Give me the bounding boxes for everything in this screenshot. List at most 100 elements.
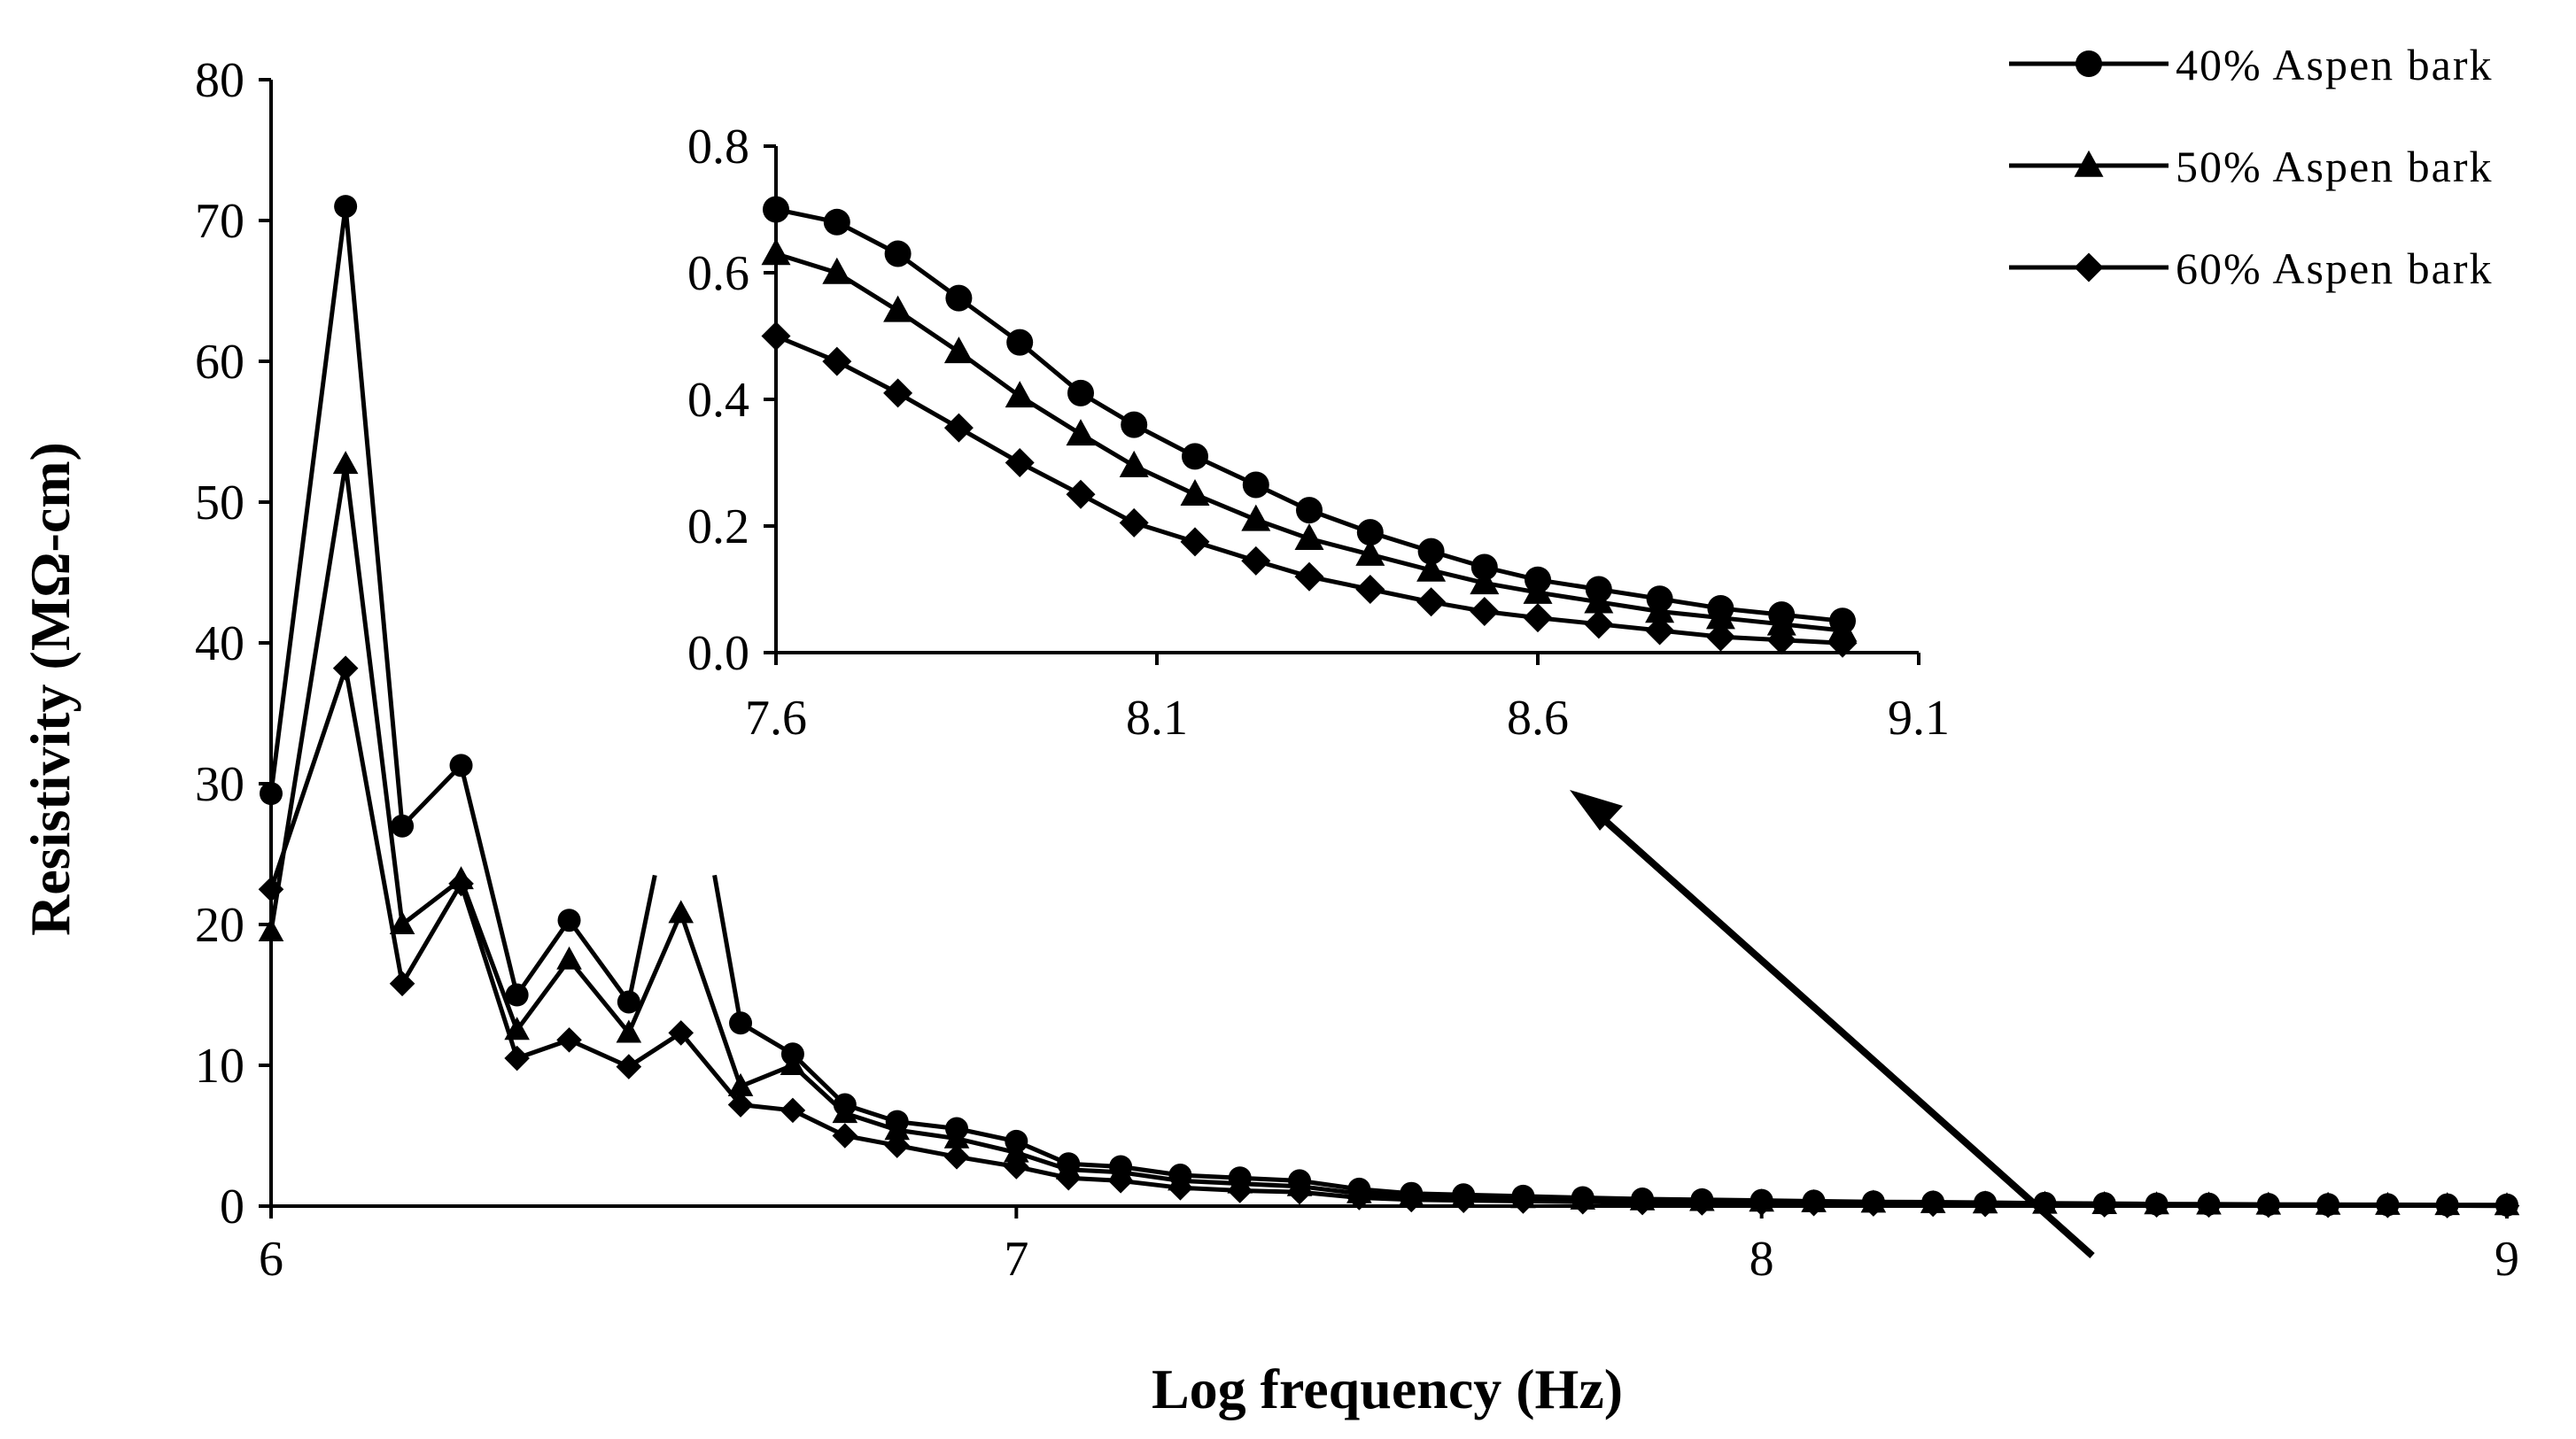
main-data-point: [1004, 1139, 1029, 1163]
main-data-point: [556, 946, 582, 970]
inset-data-point: [1584, 609, 1614, 639]
main-data-point: [668, 1020, 694, 1046]
main-series-spike-right: [712, 874, 743, 1024]
main-data-point: [2375, 1193, 2401, 1219]
main-data-point: [389, 911, 415, 935]
main-x-tick-label: 8: [1750, 1232, 1774, 1287]
main-series-line: [268, 461, 2508, 1208]
inset-data-point: [1294, 561, 1324, 592]
main-data-point: [943, 1144, 970, 1170]
inset-data-point: [1241, 504, 1271, 531]
main-data-point: [1510, 1188, 1536, 1214]
inset-x-tick-label: 9.1: [1888, 691, 1950, 746]
main-data-point: [616, 1054, 642, 1079]
inset-data-point: [945, 284, 973, 312]
main-data-point: [2196, 1192, 2222, 1219]
main-data-point: [2255, 1192, 2282, 1219]
main-data-point: [1168, 1175, 1193, 1201]
inset-data-point: [1356, 519, 1384, 546]
main-data-point: [832, 1100, 858, 1124]
inset-x-tick-label: 8.6: [1507, 691, 1569, 746]
inset-data-point: [1067, 379, 1094, 406]
inset-data-point: [1827, 628, 1858, 658]
main-data-point: [2144, 1192, 2169, 1219]
main-data-point: [727, 1092, 754, 1118]
main-data-point: [1055, 1164, 1082, 1191]
main-series-line: [268, 666, 2508, 1209]
x-axis-title: Log frequency (Hz): [1152, 1358, 1623, 1420]
main-data-point: [832, 1123, 858, 1149]
inset-data-point: [1705, 622, 1735, 652]
main-data-point: [1570, 1188, 1596, 1215]
inset-data-point: [1523, 576, 1553, 604]
inset-data-point: [1766, 608, 1796, 636]
inset-y-tick-label: 0.2: [687, 499, 749, 554]
main-data-point: [391, 814, 415, 838]
main-data-point: [332, 655, 359, 681]
inset-data-point: [1470, 553, 1498, 581]
inset-data-point: [1121, 411, 1148, 438]
legend-item: 60% Aspen bark: [2009, 244, 2492, 293]
main-data-point: [1629, 1189, 1656, 1216]
pointer-arrow-shaft: [1592, 808, 2095, 1258]
legend-item: 50% Aspen bark: [2009, 142, 2492, 191]
inset-plot: 0.0 0.2 0.4 0.6 0.8 7.6 8.1 8.6 9.1: [687, 120, 1950, 746]
inset-data-point: [1180, 527, 1210, 557]
inset-data-point: [1355, 575, 1385, 604]
inset-x-tick-label: 8.1: [1126, 691, 1188, 746]
inset-data-point: [763, 196, 789, 223]
main-data-point: [1920, 1191, 1946, 1218]
inset-data-point: [943, 413, 974, 443]
main-data-point: [668, 900, 694, 924]
inset-data-point: [1180, 479, 1210, 506]
inset-data-point: [761, 238, 791, 266]
legend: 40% Aspen bark 50% Aspen bark 60% Aspen ba…: [2009, 40, 2492, 293]
main-data-point: [1860, 1191, 1887, 1217]
main-plot: 0 10 20 30 40 50 60 70 80 6 7 8 9: [195, 53, 2520, 1287]
main-data-point: [780, 1097, 806, 1124]
main-data-point: [616, 1019, 642, 1043]
inset-y-tick-label: 0.8: [687, 120, 749, 174]
main-data-point: [943, 1125, 970, 1149]
inset-data-point: [1119, 450, 1149, 477]
inset-y-tick-label: 0.6: [687, 246, 749, 301]
main-data-point: [727, 1072, 754, 1096]
main-data-point: [2434, 1193, 2460, 1219]
inset-data-point: [1182, 443, 1208, 470]
legend-item: 40% Aspen bark: [2009, 40, 2492, 89]
inset-series-line: [775, 334, 1843, 646]
main-data-point: [884, 1117, 911, 1141]
main-y-tick-label: 70: [195, 194, 244, 249]
inset-data-point: [761, 321, 791, 351]
inset-data-point: [1119, 507, 1149, 538]
main-data-point: [2032, 1192, 2058, 1218]
inset-data-point: [884, 240, 912, 267]
main-x-tick-label: 9: [2495, 1232, 2519, 1287]
legend-marker: [2076, 50, 2102, 77]
inset-data-point: [1705, 602, 1735, 630]
main-data-point: [1004, 1154, 1029, 1180]
inset-data-point: [1355, 538, 1385, 566]
main-series-1: [260, 195, 2518, 1217]
main-data-point: [334, 195, 358, 219]
main-data-point: [258, 876, 284, 902]
main-data-point: [1749, 1190, 1774, 1217]
main-data-point: [780, 1052, 806, 1076]
main-data-point: [557, 909, 581, 932]
main-data-point: [1398, 1187, 1424, 1213]
main-y-tick-label: 10: [195, 1039, 244, 1094]
inset-data-point: [1005, 448, 1035, 477]
inset-data-point: [1242, 471, 1269, 499]
main-y-tick-label: 0: [220, 1180, 244, 1234]
inset-data-point: [1470, 597, 1500, 627]
inset-series-2: [761, 238, 1858, 642]
main-y-tick-label: 50: [195, 476, 244, 530]
main-data-point: [556, 1027, 582, 1053]
main-data-point: [884, 1133, 911, 1158]
main-data-point: [449, 754, 473, 778]
y-axis-title: Resistivity (MΩ-cm): [19, 442, 81, 936]
main-data-point: [504, 1045, 530, 1072]
inset-data-point: [1584, 586, 1614, 614]
legend-marker: [2074, 150, 2104, 177]
inset-data-point: [1523, 603, 1553, 633]
